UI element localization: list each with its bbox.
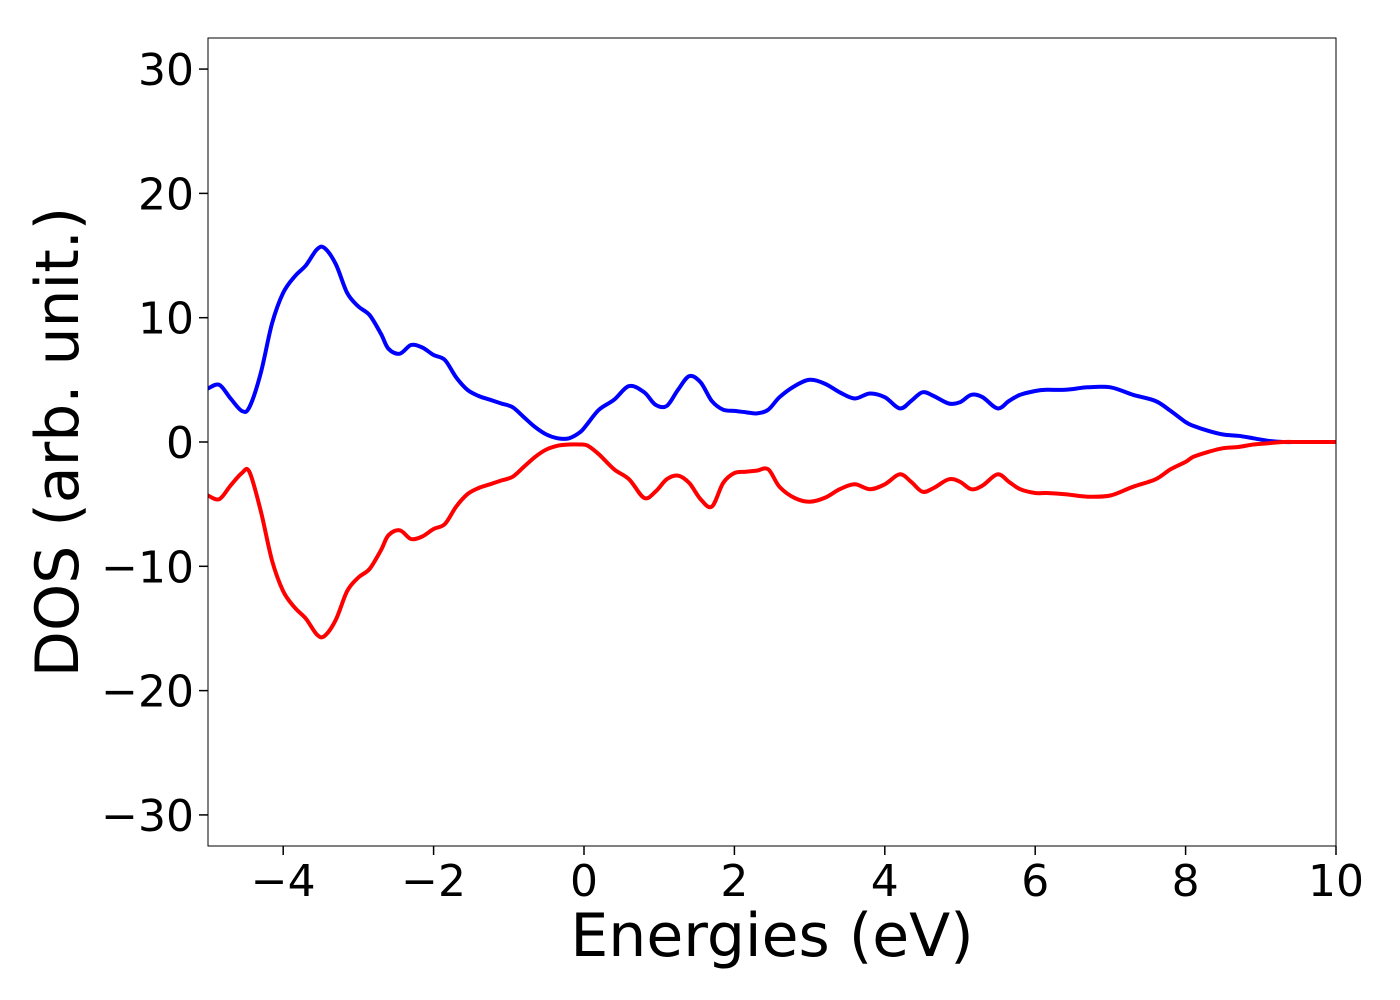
x-tick-label: 2	[720, 856, 748, 907]
x-tick-label: 6	[1021, 856, 1049, 907]
y-tick-label: 20	[138, 169, 194, 220]
x-axis: −4 −2 0 2 4 6 8 10	[251, 846, 1364, 907]
y-tick-label: −30	[101, 791, 194, 842]
x-tick-label: 0	[570, 856, 598, 907]
y-axis-label: DOS (arb. unit.)	[23, 207, 93, 677]
y-axis: −30 −20 −10 0 10 20 30	[101, 45, 208, 842]
x-tick-label: 8	[1172, 856, 1200, 907]
y-tick-label: 10	[138, 294, 194, 345]
series-line-blue	[207, 244, 1336, 445]
x-tick-label: −4	[251, 856, 316, 907]
y-tick-label: −10	[101, 542, 194, 593]
x-axis-label: Energies (eV)	[570, 901, 973, 971]
y-tick-label: 0	[166, 418, 194, 469]
x-tick-label: 4	[871, 856, 899, 907]
y-tick-label: 30	[138, 45, 194, 96]
x-tick-label: 10	[1308, 856, 1364, 907]
series-line-red	[207, 439, 1336, 640]
x-tick-label: −2	[401, 856, 466, 907]
y-tick-label: −20	[101, 667, 194, 718]
series-layer	[207, 244, 1336, 640]
